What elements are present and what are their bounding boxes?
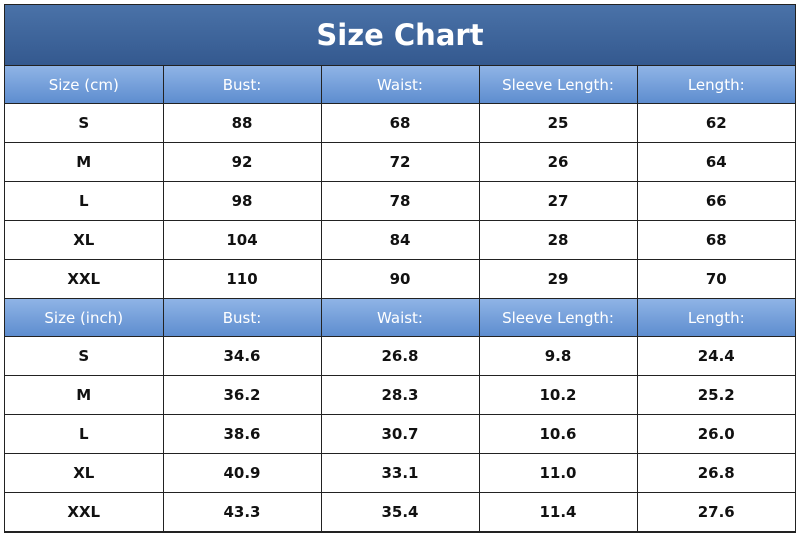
cell: 92 bbox=[162, 142, 322, 182]
cell: 36.2 bbox=[162, 375, 322, 415]
cell: S bbox=[5, 103, 164, 143]
cell: 78 bbox=[320, 181, 480, 221]
cell: 27 bbox=[478, 181, 638, 221]
header-row: Size (cm) Bust: Waist: Sleeve Length: Length… bbox=[5, 66, 795, 104]
cell: XL bbox=[5, 453, 164, 493]
header-cell: Size (cm) bbox=[5, 66, 164, 104]
cell: 40.9 bbox=[162, 453, 322, 493]
cell: 33.1 bbox=[320, 453, 480, 493]
cell: 11.0 bbox=[478, 453, 638, 493]
data-row: L 38.6 30.7 10.6 26.0 bbox=[5, 414, 795, 454]
cell: 25 bbox=[478, 103, 638, 143]
data-row: L 98 78 27 66 bbox=[5, 181, 795, 221]
cell: 24.4 bbox=[636, 336, 795, 376]
cell: 28 bbox=[478, 220, 638, 260]
cell: M bbox=[5, 142, 164, 182]
cell: 26 bbox=[478, 142, 638, 182]
cell: 26.0 bbox=[636, 414, 795, 454]
cell: 26.8 bbox=[320, 336, 480, 376]
header-cell: Sleeve Length: bbox=[478, 66, 638, 104]
cell: M bbox=[5, 375, 164, 415]
cell: XXL bbox=[5, 492, 164, 532]
cell: 72 bbox=[320, 142, 480, 182]
cell: 64 bbox=[636, 142, 795, 182]
cell: XL bbox=[5, 220, 164, 260]
data-row: XXL 43.3 35.4 11.4 27.6 bbox=[5, 492, 795, 532]
cell: 68 bbox=[320, 103, 480, 143]
cell: 38.6 bbox=[162, 414, 322, 454]
data-row: S 34.6 26.8 9.8 24.4 bbox=[5, 336, 795, 376]
data-row: XL 40.9 33.1 11.0 26.8 bbox=[5, 453, 795, 493]
cell: 110 bbox=[162, 259, 322, 299]
cell: 43.3 bbox=[162, 492, 322, 532]
cell: L bbox=[5, 181, 164, 221]
cell: 62 bbox=[636, 103, 795, 143]
tables: Size (cm) Bust: Waist: Sleeve Length: Length… bbox=[5, 66, 795, 532]
data-row: M 36.2 28.3 10.2 25.2 bbox=[5, 375, 795, 415]
header-cell: Size (inch) bbox=[5, 299, 164, 337]
cell: S bbox=[5, 336, 164, 376]
header-cell: Bust: bbox=[162, 299, 322, 337]
data-row: S 88 68 25 62 bbox=[5, 103, 795, 143]
header-cell: Length: bbox=[636, 299, 795, 337]
title: Size Chart bbox=[5, 5, 795, 66]
cell: 27.6 bbox=[636, 492, 795, 532]
size-table: Size (inch) Bust: Waist: Sleeve Length: Leng… bbox=[5, 299, 795, 532]
header-cell: Sleeve Length: bbox=[478, 299, 638, 337]
cell: 10.6 bbox=[478, 414, 638, 454]
header-cell: Waist: bbox=[320, 66, 480, 104]
cell: L bbox=[5, 414, 164, 454]
data-row: XL 104 84 28 68 bbox=[5, 220, 795, 260]
size-chart: Size Chart Size (cm) Bust: Waist: Sleeve Le… bbox=[4, 4, 796, 533]
cell: 10.2 bbox=[478, 375, 638, 415]
cell: 11.4 bbox=[478, 492, 638, 532]
data-row: M 92 72 26 64 bbox=[5, 142, 795, 182]
cell: 9.8 bbox=[478, 336, 638, 376]
cell: 84 bbox=[320, 220, 480, 260]
cell: 26.8 bbox=[636, 453, 795, 493]
cell: 68 bbox=[636, 220, 795, 260]
header-cell: Length: bbox=[636, 66, 795, 104]
cell: 66 bbox=[636, 181, 795, 221]
header-cell: Waist: bbox=[320, 299, 480, 337]
cell: 34.6 bbox=[162, 336, 322, 376]
header-cell: Bust: bbox=[162, 66, 322, 104]
cell: 35.4 bbox=[320, 492, 480, 532]
cell: XXL bbox=[5, 259, 164, 299]
data-row: XXL 110 90 29 70 bbox=[5, 259, 795, 299]
cell: 30.7 bbox=[320, 414, 480, 454]
cell: 25.2 bbox=[636, 375, 795, 415]
size-table: Size (cm) Bust: Waist: Sleeve Length: Length… bbox=[5, 66, 795, 299]
cell: 88 bbox=[162, 103, 322, 143]
cell: 70 bbox=[636, 259, 795, 299]
cell: 104 bbox=[162, 220, 322, 260]
cell: 29 bbox=[478, 259, 638, 299]
cell: 90 bbox=[320, 259, 480, 299]
cell: 98 bbox=[162, 181, 322, 221]
header-row: Size (inch) Bust: Waist: Sleeve Length: Leng… bbox=[5, 299, 795, 337]
cell: 28.3 bbox=[320, 375, 480, 415]
